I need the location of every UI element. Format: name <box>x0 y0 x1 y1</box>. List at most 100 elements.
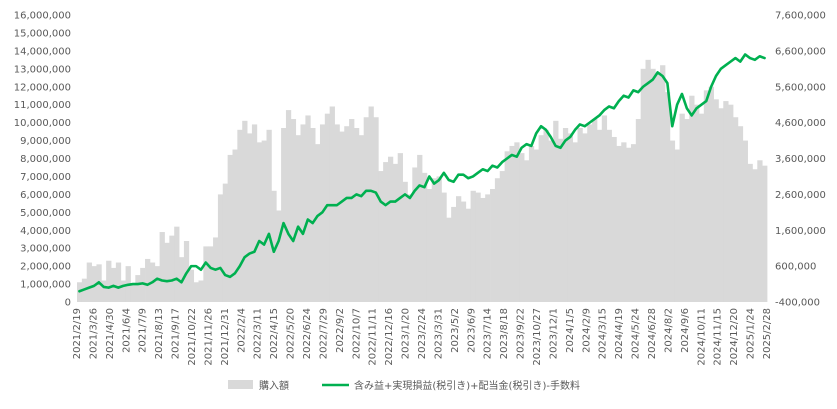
bar <box>271 190 277 302</box>
bar <box>548 140 554 302</box>
bar <box>426 188 433 302</box>
bar <box>528 145 535 302</box>
bar <box>446 217 452 302</box>
bar <box>596 129 603 302</box>
bar <box>145 258 151 302</box>
bar <box>708 86 714 302</box>
bar <box>232 149 238 302</box>
x-tick-label: 2025/2/28 <box>762 308 773 359</box>
legend: 購入額 含み益+実現損益(税引き)+配当金(税引き)-手数料 <box>228 379 580 392</box>
left-tick-label: 1,000,000 <box>20 280 71 291</box>
bar <box>324 113 331 302</box>
right-tick-label: 3,600,000 <box>775 154 826 165</box>
x-tick-label: 2024/3/15 <box>598 308 609 359</box>
bar <box>703 90 710 302</box>
bar <box>208 246 214 302</box>
bar <box>684 119 690 302</box>
bar <box>572 142 578 302</box>
bar <box>606 129 612 302</box>
x-tick-label: 2023/6/9 <box>466 308 477 353</box>
x-tick-label: 2022/5/20 <box>286 308 297 359</box>
bar <box>159 232 165 302</box>
bar <box>130 284 136 302</box>
bar <box>217 194 224 303</box>
bar <box>378 171 384 302</box>
bar <box>640 68 646 302</box>
bar <box>315 144 321 302</box>
bar <box>679 113 685 302</box>
bar <box>91 266 97 303</box>
bar <box>728 104 734 302</box>
x-tick-label: 2023/3/31 <box>433 308 444 359</box>
x-tick-label: 2023/1/20 <box>401 308 412 359</box>
x-tick-label: 2024/4/19 <box>614 308 625 359</box>
bar <box>169 235 175 302</box>
x-tick-label: 2024/10/11 <box>696 308 707 366</box>
x-tick-label: 2024/12/20 <box>729 308 740 366</box>
bar <box>115 262 122 302</box>
bar <box>154 266 161 303</box>
bar <box>368 106 374 302</box>
bar <box>533 149 540 302</box>
left-axis: 0 1,000,000 2,000,000 3,000,000 4,000,000 5,0… <box>14 11 71 309</box>
bar <box>616 145 622 302</box>
bar <box>431 178 437 302</box>
bar <box>407 194 413 303</box>
x-tick-label: 2021/3/26 <box>88 308 99 359</box>
x-tick-label: 2025/1/24 <box>746 308 757 359</box>
bar <box>582 133 588 302</box>
left-tick-label: 9,000,000 <box>20 136 71 147</box>
bar <box>611 136 617 302</box>
bar <box>285 110 292 302</box>
right-tick-label: 1,600,000 <box>775 226 826 237</box>
bar <box>164 242 170 302</box>
x-tick-label: 2022/2/4 <box>236 308 247 353</box>
bar <box>135 275 141 302</box>
bar <box>300 124 306 302</box>
right-axis: -400,000 600,000 1,600,000 2,600,000 3,600,0… <box>775 11 826 309</box>
bar <box>723 101 729 302</box>
line-layer <box>78 53 766 293</box>
right-tick-label: 7,600,000 <box>775 11 826 22</box>
bar <box>417 154 423 302</box>
bar <box>456 196 462 302</box>
bar <box>227 154 233 302</box>
x-tick-label: 2021/7/9 <box>138 308 149 353</box>
bar <box>635 119 642 302</box>
x-tick-label: 2022/3/11 <box>253 308 264 359</box>
bar <box>524 160 530 302</box>
bar <box>402 181 408 302</box>
left-tick-label: 11,000,000 <box>14 100 71 111</box>
bar <box>592 119 598 302</box>
bar <box>247 133 253 302</box>
x-tick-label: 2024/6/28 <box>647 308 658 359</box>
bar <box>441 192 447 302</box>
x-tick-label: 2023/10/27 <box>532 308 543 366</box>
bar <box>436 176 442 302</box>
bar <box>349 119 355 302</box>
bar <box>373 117 379 303</box>
bar <box>562 128 569 302</box>
left-tick-label: 0 <box>65 298 71 309</box>
x-tick-label: 2023/8/18 <box>499 308 510 359</box>
left-tick-label: 5,000,000 <box>20 208 71 219</box>
bar <box>412 167 418 302</box>
bar <box>120 280 126 302</box>
bar <box>630 144 637 302</box>
bar <box>140 267 146 302</box>
bar <box>757 160 763 302</box>
x-tick-label: 2022/4/15 <box>269 308 280 359</box>
bar <box>198 280 204 302</box>
bar <box>660 65 666 302</box>
left-tick-label: 10,000,000 <box>14 118 71 129</box>
x-tick-label: 2022/10/7 <box>351 308 362 359</box>
bar <box>762 165 768 302</box>
x-tick-label: 2024/8/2 <box>663 308 674 353</box>
x-tick-label: 2021/10/22 <box>187 308 198 366</box>
bar <box>339 131 345 302</box>
x-tick-label: 2021/4/30 <box>105 308 116 359</box>
left-tick-label: 2,000,000 <box>20 262 71 273</box>
bar <box>645 59 651 303</box>
bar <box>558 138 564 302</box>
